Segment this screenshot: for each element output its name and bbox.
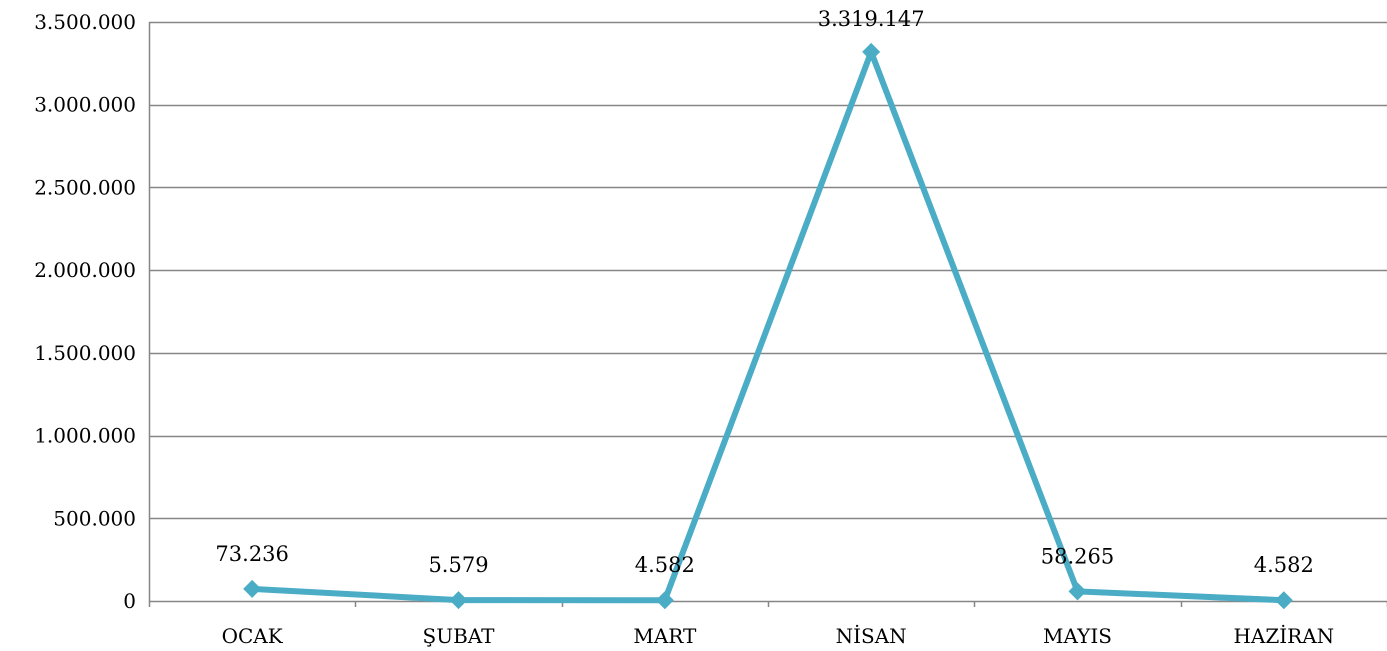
data-label: 5.579 — [428, 553, 488, 577]
x-tick-label: NİSAN — [836, 624, 907, 648]
label-layer: 73.236 5.579 4.582 3.319.147 58.265 4.582 — [215, 7, 1313, 577]
data-point-marker — [655, 591, 674, 610]
data-label: 58.265 — [1041, 544, 1114, 568]
x-tick-label: ŞUBAT — [423, 624, 496, 648]
x-tick-label: MART — [633, 624, 697, 648]
y-tick-label: 3.000.000 — [34, 93, 136, 117]
data-point-marker — [449, 591, 468, 610]
x-tick-label: MAYIS — [1043, 624, 1112, 648]
y-tick-label: 2.500.000 — [34, 175, 136, 199]
y-tick-label: 0 — [123, 589, 136, 613]
series-line — [249, 48, 1287, 604]
data-point-marker — [862, 42, 881, 61]
data-label: 73.236 — [215, 542, 288, 566]
data-label: 4.582 — [1254, 553, 1314, 577]
data-point-marker — [1274, 591, 1293, 610]
y-tick-label: 500.000 — [53, 506, 136, 530]
data-point-marker — [1068, 582, 1087, 601]
y-tick-label: 2.000.000 — [34, 258, 136, 282]
data-label: 3.319.147 — [818, 7, 925, 31]
axis-layer: 0 500.000 1.000.000 1.500.000 2.000.000 2.500… — [34, 10, 1387, 648]
y-tick-label: 1.500.000 — [34, 341, 136, 365]
grid-layer — [149, 21, 1387, 603]
data-label: 4.582 — [635, 553, 695, 577]
y-tick-label: 1.000.000 — [34, 424, 136, 448]
x-tick-label: HAZİRAN — [1233, 624, 1334, 648]
y-tick-label: 3.500.000 — [34, 10, 136, 34]
x-tick-label: OCAK — [222, 624, 284, 648]
data-point-marker — [243, 579, 262, 598]
series-layer — [243, 42, 1293, 610]
